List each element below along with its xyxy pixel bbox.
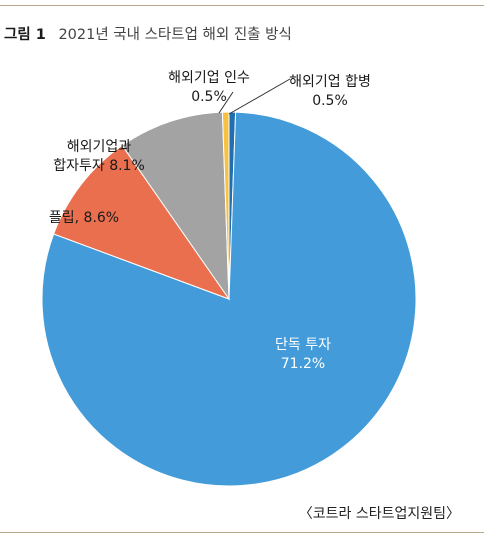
source-note: 〈코트라 스타트업지원팀〉 [298, 506, 460, 522]
figure-title: 그림 1 2021년 국내 스타트업 해외 진출 방식 [4, 23, 292, 44]
slice-label-해외기업-인수: 해외기업 인수 0.5% [168, 70, 250, 105]
slice-label-플립: 플립, 8.6% [49, 210, 119, 226]
slice-label-해외기업-합병: 해외기업 합병 0.5% [289, 74, 371, 109]
pie-slice-플립 [53, 144, 231, 301]
top-rule [0, 5, 484, 6]
figure-title-text: 2021년 국내 스타트업 해외 진출 방식 [58, 27, 292, 43]
pie-slice-해외기업-인수 [221, 111, 230, 300]
leader-line-해외기업-인수 [218, 91, 234, 114]
slice-label-해외기업과-합자투자: 해외기업과 합자투자 8.1% [53, 139, 145, 174]
slice-label-단독-투자: 단독 투자 71.2% [275, 337, 331, 372]
leader-line-해외기업-합병 [228, 78, 291, 115]
pie-slice-해외기업과-합자투자 [121, 111, 230, 301]
figure-label: 그림 1 [4, 27, 46, 43]
bottom-rule [0, 532, 484, 533]
